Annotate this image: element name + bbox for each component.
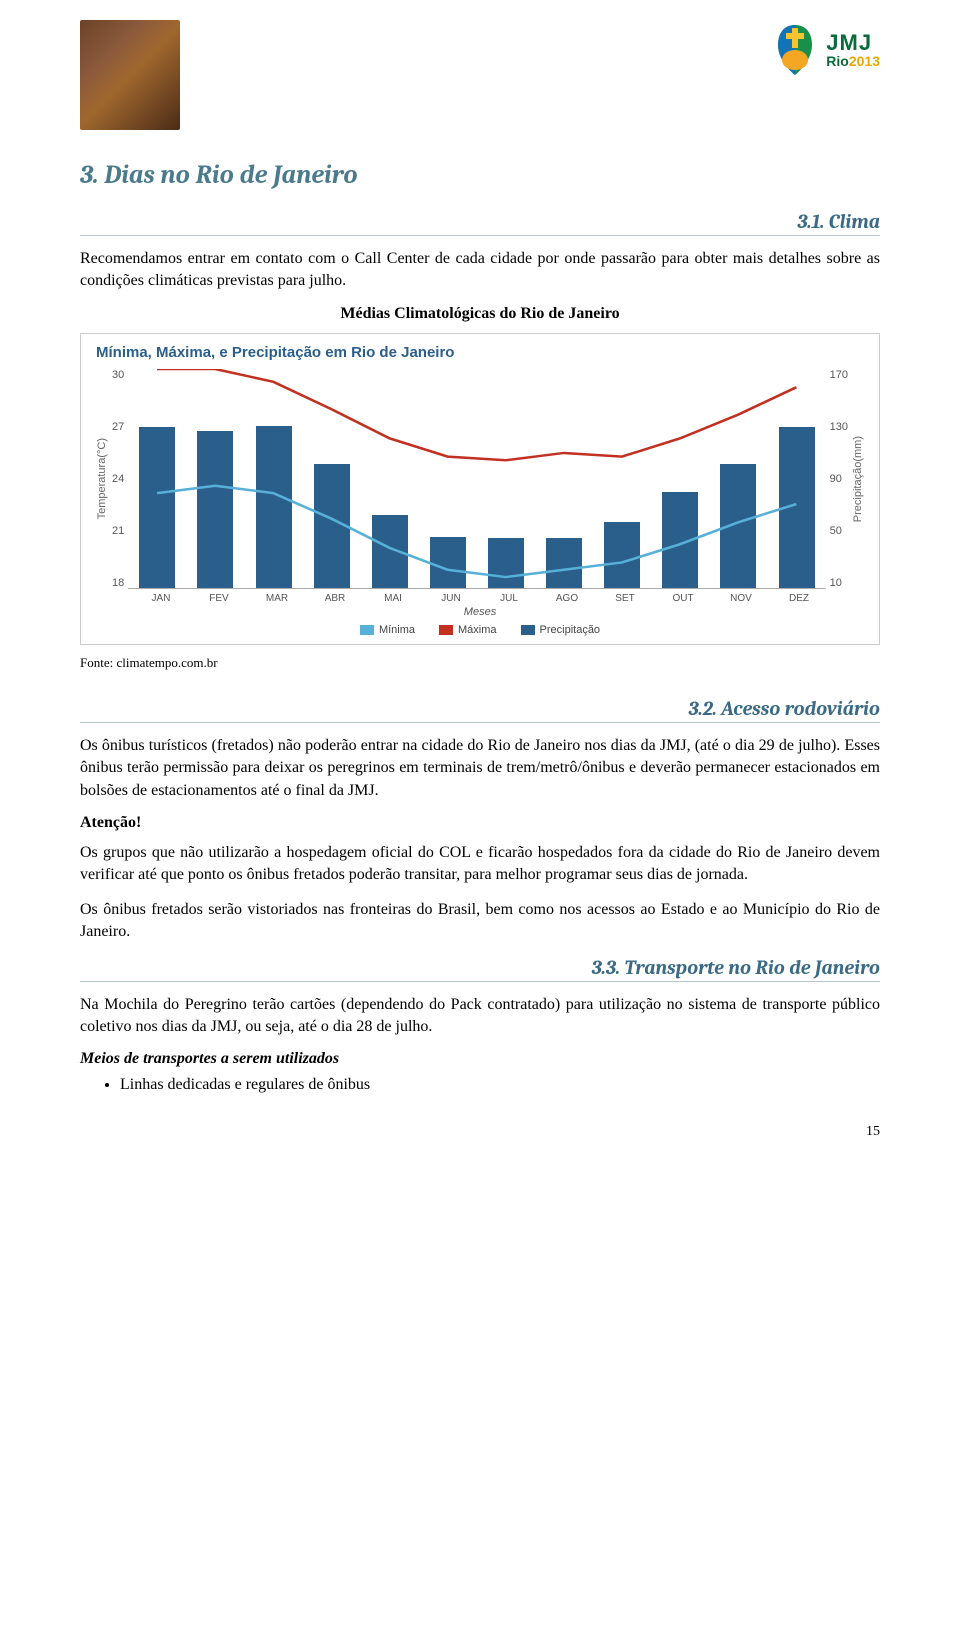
legend-item: Máxima [439,624,497,636]
y-ticks-right: 170130905010 [826,369,852,589]
jmj-shield-icon [770,20,820,80]
x-ticks: JANFEVMARABRMAIJUNJULAGOSETOUTNOVDEZ [96,593,864,604]
y-axis-right-label: Precipitação(mm) [852,369,864,589]
para-acesso-3: Os ônibus fretados serão vistoriados nas… [80,899,880,944]
y-axis-left-label: Temperatura(°C) [96,369,108,589]
rio-label: Rio2013 [826,54,880,68]
subsection-acesso: 3.2. Acesso rodoviário [80,697,880,723]
subsection-clima: 3.1. Clima [80,210,880,236]
list-item: Linhas dedicadas e regulares de ônibus [120,1076,880,1094]
section-title: 3. Dias no Rio de Janeiro [80,160,880,190]
chart-heading: Médias Climatológicas do Rio de Janeiro [80,305,880,323]
chart-legend: Mínima Máxima Precipitação [96,624,864,636]
attention-label: Atenção! [80,814,880,832]
plot-area [128,369,825,589]
page-number: 15 [80,1124,880,1140]
jmj-logo: JMJ Rio2013 [770,20,880,80]
header-logos: JMJ Rio2013 [80,20,880,130]
chart-source: Fonte: climatempo.com.br [80,655,880,671]
para-clima: Recomendamos entrar em contato com o Cal… [80,248,880,293]
x-axis-label: Meses [96,606,864,618]
jmj-label: JMJ [826,32,880,54]
means-list: Linhas dedicadas e regulares de ônibus [80,1076,880,1094]
para-acesso-2: Os grupos que não utilizarão a hospedage… [80,842,880,887]
para-transporte: Na Mochila do Peregrino terão cartões (d… [80,994,880,1039]
icon-painting-logo [80,20,180,130]
jmj-logo-text: JMJ Rio2013 [826,32,880,68]
para-acesso-1: Os ônibus turísticos (fretados) não pode… [80,735,880,802]
subsection-transporte: 3.3. Transporte no Rio de Janeiro [80,956,880,982]
legend-item: Precipitação [521,624,601,636]
legend-item: Mínima [360,624,415,636]
means-heading: Meios de transportes a serem utilizados [80,1050,880,1068]
line-overlay [128,369,825,588]
chart-inner-title: Mínima, Máxima, e Precipitação em Rio de… [96,344,864,361]
climate-chart: Mínima, Máxima, e Precipitação em Rio de… [80,333,880,645]
y-ticks-left: 3027242118 [108,369,128,589]
chart-body: Temperatura(°C) 3027242118 170130905010 … [96,369,864,589]
